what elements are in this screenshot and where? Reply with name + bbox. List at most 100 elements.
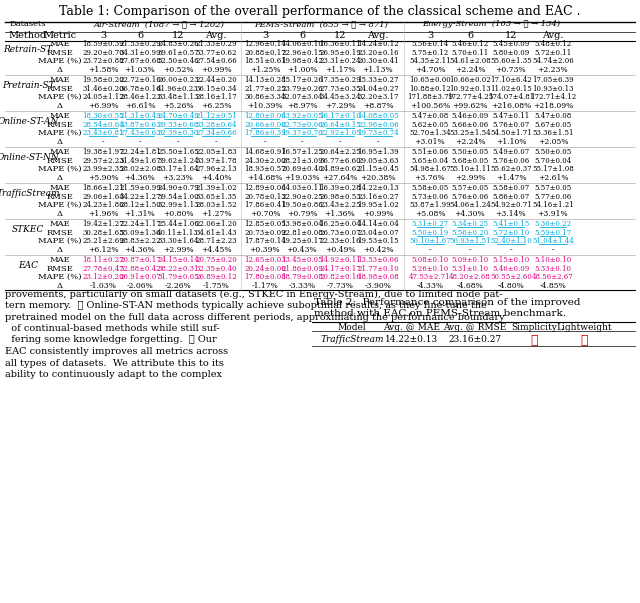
Text: 50.93±1.51: 50.93±1.51: [449, 237, 491, 245]
Text: 19.58±0.20: 19.58±0.20: [82, 76, 124, 84]
Text: 13.53±0.06: 13.53±0.06: [357, 256, 399, 264]
Text: +5.08%: +5.08%: [415, 210, 445, 218]
Text: 22.90±0.25: 22.90±0.25: [281, 193, 323, 201]
Text: 33.65±1.35: 33.65±1.35: [195, 193, 237, 201]
Text: 21.53±0.29: 21.53±0.29: [119, 40, 161, 48]
Text: 34.31±0.99: 34.31±0.99: [119, 49, 161, 57]
Text: 22.24±1.81: 22.24±1.81: [119, 148, 161, 156]
Text: 23.99±2.35: 23.99±2.35: [83, 165, 124, 173]
Text: 27.67±0.68: 27.67±0.68: [119, 57, 161, 65]
Text: +0.70%: +0.70%: [250, 210, 280, 218]
Text: +2.24%: +2.24%: [455, 66, 485, 74]
Text: MAPE (%): MAPE (%): [38, 237, 82, 245]
Text: 5.41±0.15: 5.41±0.15: [492, 220, 530, 229]
Text: 5.46±0.12: 5.46±0.12: [451, 40, 488, 48]
Text: 50.10±1.67: 50.10±1.67: [409, 237, 451, 245]
Text: 16.57±1.25: 16.57±1.25: [281, 148, 323, 156]
Text: 39.62±1.24: 39.62±1.24: [157, 157, 199, 165]
Text: Online-ST-AN: Online-ST-AN: [0, 117, 59, 126]
Text: 6: 6: [137, 31, 143, 40]
Text: 24.70±0.49: 24.70±0.49: [157, 112, 199, 120]
Text: pretrained model on the full data across different periods, approximating the pe: pretrained model on the full data across…: [5, 312, 504, 321]
Text: 21.12±0.51: 21.12±0.51: [195, 112, 237, 120]
Text: 5.68±0.05: 5.68±0.05: [451, 157, 488, 165]
Text: 5.46±0.09: 5.46±0.09: [451, 112, 488, 120]
Text: 32.35±0.40: 32.35±0.40: [195, 265, 237, 273]
Text: 54.98±1.67: 54.98±1.67: [409, 165, 451, 173]
Text: ✗: ✗: [580, 333, 588, 347]
Text: 13.98±0.04: 13.98±0.04: [281, 220, 323, 229]
Text: 14.03±0.11: 14.03±0.11: [281, 185, 323, 192]
Text: 18.11±0.27: 18.11±0.27: [82, 256, 124, 264]
Text: 31.79±0.05: 31.79±0.05: [157, 273, 199, 281]
Text: 28.16±1.17: 28.16±1.17: [195, 93, 237, 101]
Text: 32.99±1.13: 32.99±1.13: [157, 201, 199, 209]
Text: Δ: Δ: [57, 102, 63, 110]
Text: 17.86±0.39: 17.86±0.39: [244, 129, 286, 137]
Text: 29.57±2.23: 29.57±2.23: [82, 157, 124, 165]
Text: +218.09%: +218.09%: [533, 102, 573, 110]
Text: +0.99%: +0.99%: [363, 210, 393, 218]
Text: 32.20±3.17: 32.20±3.17: [357, 93, 399, 101]
Text: 28.54±0.64: 28.54±0.64: [82, 121, 124, 129]
Text: 34.61±1.43: 34.61±1.43: [195, 229, 237, 237]
Text: 10.93±0.13: 10.93±0.13: [532, 85, 573, 93]
Text: 14.22±0.13: 14.22±0.13: [357, 185, 399, 192]
Text: 5.75±0.12: 5.75±0.12: [412, 49, 449, 57]
Text: 22.33±0.16: 22.33±0.16: [319, 237, 361, 245]
Text: STKEC: STKEC: [12, 225, 44, 234]
Text: 21.33±0.29: 21.33±0.29: [195, 40, 237, 48]
Text: 24.17±0.17: 24.17±0.17: [319, 265, 361, 273]
Text: Method: Method: [9, 31, 47, 40]
Text: 36.78±0.16: 36.78±0.16: [119, 85, 161, 93]
Text: +1.58%: +1.58%: [88, 66, 118, 74]
Text: 16.17±0.10: 16.17±0.10: [319, 112, 361, 120]
Text: MAE: MAE: [50, 76, 70, 84]
Text: 17.80±0.08: 17.80±0.08: [244, 273, 286, 281]
Text: MAE: MAE: [50, 220, 70, 229]
Text: 36.15±0.34: 36.15±0.34: [195, 85, 237, 93]
Text: 39.54±1.00: 39.54±1.00: [157, 193, 199, 201]
Text: +0.99%: +0.99%: [201, 66, 231, 74]
Text: 23.72±0.88: 23.72±0.88: [82, 57, 124, 65]
Text: -: -: [468, 246, 471, 254]
Text: +0.39%: +0.39%: [250, 246, 280, 254]
Text: 48.56±2.67: 48.56±2.67: [532, 273, 574, 281]
Text: 10.66±0.02: 10.66±0.02: [449, 76, 491, 84]
Text: 55.60±1.35: 55.60±1.35: [490, 57, 532, 65]
Text: +2.24%: +2.24%: [455, 137, 485, 146]
Text: -: -: [214, 137, 218, 146]
Text: 14.22±0.13: 14.22±0.13: [385, 335, 438, 344]
Text: 5.70±0.04: 5.70±0.04: [534, 157, 572, 165]
Text: +1.47%: +1.47%: [496, 174, 526, 182]
Text: 21.39±1.02: 21.39±1.02: [195, 185, 237, 192]
Text: 20.66±0.06: 20.66±0.06: [244, 121, 286, 129]
Text: 17.10±6.42: 17.10±6.42: [490, 76, 532, 84]
Text: 19.42±1.27: 19.42±1.27: [82, 220, 124, 229]
Text: 23.43±0.81: 23.43±0.81: [83, 129, 124, 137]
Text: 40.11±1.13: 40.11±1.13: [157, 229, 199, 237]
Text: 21.59±0.99: 21.59±0.99: [119, 185, 161, 192]
Text: MAPE (%): MAPE (%): [38, 57, 82, 65]
Text: 28.83±2.22: 28.83±2.22: [119, 237, 161, 245]
Text: 24.89±0.62: 24.89±0.62: [319, 165, 361, 173]
Text: 26.91±0.07: 26.91±0.07: [119, 273, 161, 281]
Text: -: -: [377, 137, 380, 146]
Text: 34.45±3.24: 34.45±3.24: [319, 93, 361, 101]
Text: 5.57±0.05: 5.57±0.05: [534, 185, 572, 192]
Text: 55.10±1.11: 55.10±1.11: [449, 165, 491, 173]
Text: 25.44±1.06: 25.44±1.06: [157, 220, 199, 229]
Text: 19.98±0.42: 19.98±0.42: [281, 57, 323, 65]
Text: 22.96±0.06: 22.96±0.06: [357, 121, 399, 129]
Text: -4.33%: -4.33%: [417, 282, 444, 290]
Text: +7.29%: +7.29%: [324, 102, 355, 110]
Text: 32.88±0.42: 32.88±0.42: [119, 265, 161, 273]
Text: 29.05±3.63: 29.05±3.63: [357, 157, 399, 165]
Text: 22.06±1.20: 22.06±1.20: [195, 220, 237, 229]
Text: 24.23±1.86: 24.23±1.86: [82, 201, 124, 209]
Text: -1.03%: -1.03%: [90, 282, 116, 290]
Text: TrafficStream: TrafficStream: [0, 189, 60, 198]
Text: 5.46±0.09: 5.46±0.09: [492, 265, 530, 273]
Text: MAE: MAE: [50, 112, 70, 120]
Text: 13.45±0.05: 13.45±0.05: [281, 256, 323, 264]
